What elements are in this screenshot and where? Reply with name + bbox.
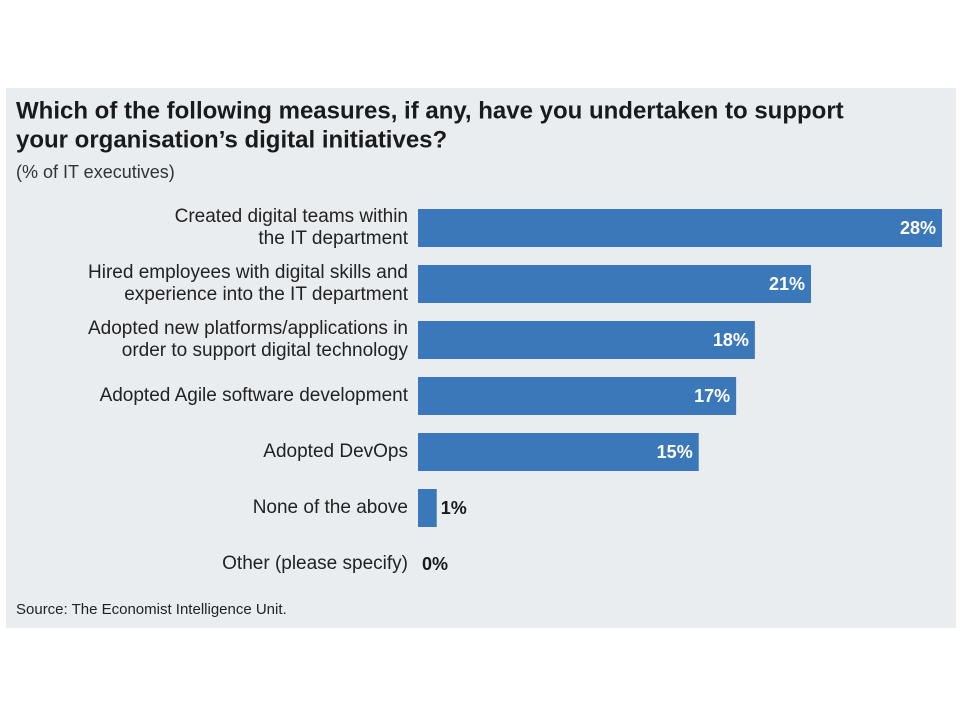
value-label: 21% bbox=[769, 274, 805, 294]
category-label: Adopted new platforms/applications in bbox=[88, 318, 408, 339]
bar bbox=[418, 377, 737, 415]
category-label: order to support digital technology bbox=[122, 340, 409, 361]
bar bbox=[418, 209, 942, 247]
value-label: 28% bbox=[900, 218, 936, 238]
bar bbox=[418, 265, 811, 303]
bar bbox=[418, 321, 755, 359]
chart-title: Which of the following measures, if any,… bbox=[16, 97, 844, 124]
category-label: Hired employees with digital skills and bbox=[88, 262, 408, 283]
bar bbox=[418, 433, 699, 471]
category-label: Adopted DevOps bbox=[263, 441, 408, 462]
value-label: 18% bbox=[713, 330, 749, 350]
chart-title: your organisation’s digital initiatives? bbox=[16, 126, 447, 153]
value-label: 15% bbox=[657, 442, 693, 462]
category-label: None of the above bbox=[253, 497, 408, 518]
source: Source: The Economist Intelligence Unit. bbox=[16, 601, 287, 618]
category-label: Other (please specify) bbox=[222, 553, 408, 574]
category-label: the IT department bbox=[258, 228, 408, 249]
value-label: 17% bbox=[694, 386, 730, 406]
value-label: 1% bbox=[441, 498, 467, 518]
category-label: Created digital teams within bbox=[175, 206, 408, 227]
bar bbox=[418, 489, 437, 527]
chart-subtitle: (% of IT executives) bbox=[16, 162, 175, 182]
value-label: 0% bbox=[422, 554, 448, 574]
category-label: experience into the IT department bbox=[124, 284, 408, 305]
category-label: Adopted Agile software development bbox=[100, 385, 409, 406]
